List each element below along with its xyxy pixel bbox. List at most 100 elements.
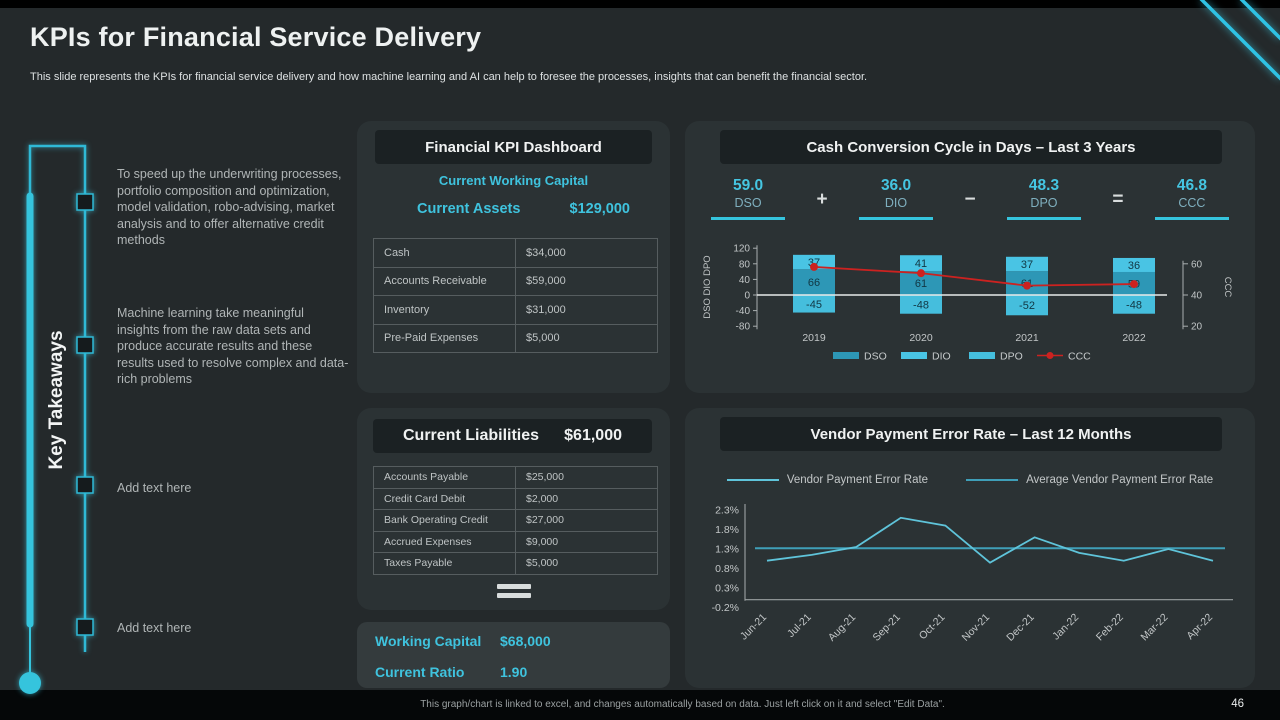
- timeline-bracket-line: [28, 144, 87, 652]
- current-assets-table: Cash $34,000 Accounts Receivable $59,000…: [373, 238, 658, 353]
- corner-diagonal-decoration: [1199, 0, 1280, 81]
- legend-label: Average Vendor Payment Error Rate: [1026, 474, 1214, 486]
- equals-operator: =: [1112, 189, 1124, 210]
- table-row: Pre-Paid Expenses $5,000: [373, 323, 658, 353]
- current-assets-label: Current Assets: [417, 201, 521, 217]
- svg-text:80: 80: [739, 259, 751, 270]
- svg-text:Dec-21: Dec-21: [1004, 611, 1037, 644]
- table-row: Accounts Payable $25,000: [373, 466, 658, 489]
- svg-text:DPO: DPO: [1000, 351, 1023, 363]
- row-value: $31,000: [515, 295, 658, 325]
- svg-text:41: 41: [915, 258, 927, 270]
- table-row: Cash $34,000: [373, 238, 658, 268]
- takeaway-placeholder[interactable]: Add text here: [117, 481, 192, 495]
- metric-dso: 59.0 DSO: [698, 177, 798, 220]
- legend-item: Average Vendor Payment Error Rate: [966, 474, 1213, 486]
- table-row: Inventory $31,000: [373, 295, 658, 325]
- svg-text:Jul-21: Jul-21: [785, 611, 814, 640]
- svg-text:Aug-21: Aug-21: [826, 611, 859, 644]
- svg-text:2.3%: 2.3%: [715, 505, 739, 517]
- plus-operator: +: [816, 189, 828, 210]
- svg-text:0.8%: 0.8%: [715, 563, 739, 575]
- svg-text:120: 120: [733, 244, 750, 255]
- current-liabilities-total: $61,000: [564, 427, 622, 444]
- row-value: $2,000: [515, 487, 658, 510]
- ccc-chart[interactable]: 120 80 40 0 -40 -80 DSO DIO DPO 66 37 -45 2019 61 41…: [697, 235, 1242, 385]
- svg-text:DSO: DSO: [864, 351, 887, 363]
- legend-line-swatch-icon: [726, 479, 779, 481]
- table-row: Credit Card Debit $2,000: [373, 487, 658, 510]
- footer-note: This graph/chart is linked to excel, and…: [420, 699, 945, 710]
- row-label: Accounts Payable: [373, 466, 516, 489]
- svg-text:40: 40: [1191, 291, 1203, 302]
- svg-text:0.3%: 0.3%: [715, 583, 739, 595]
- svg-text:-48: -48: [1126, 299, 1142, 311]
- svg-text:CCC: CCC: [1222, 277, 1233, 298]
- equals-icon: [496, 584, 531, 602]
- svg-text:Jun-21: Jun-21: [738, 611, 769, 642]
- svg-text:36: 36: [1128, 260, 1140, 272]
- current-ratio-value: 1.90: [500, 664, 528, 680]
- metric-dpo: 48.3 DPO: [994, 177, 1094, 220]
- svg-text:Sep-21: Sep-21: [870, 611, 903, 644]
- metric-underline: [711, 217, 786, 220]
- svg-text:61: 61: [915, 278, 927, 290]
- current-liabilities-table: Accounts Payable $25,000 Credit Card Deb…: [373, 466, 658, 575]
- svg-text:-40: -40: [736, 306, 751, 317]
- table-row: Accrued Expenses $9,000: [373, 530, 658, 553]
- svg-text:2020: 2020: [909, 332, 933, 344]
- row-label: Pre-Paid Expenses: [373, 323, 516, 353]
- ccc-formula-row: 59.0 DSO + 36.0 DIO − 48.3 DPO = 46.8 CC…: [685, 177, 1255, 220]
- svg-text:66: 66: [808, 277, 820, 289]
- top-black-bar: [0, 0, 1280, 8]
- vendor-chart-legend: Vendor Payment Error Rate Average Vendor …: [685, 474, 1255, 486]
- svg-text:Jan-22: Jan-22: [1050, 611, 1081, 642]
- working-capital-summary: Working Capital $68,000 Current Ratio 1.…: [357, 622, 670, 688]
- takeaway-item: To speed up the underwriting processes, …: [117, 167, 342, 247]
- takeaway-placeholder[interactable]: Add text here: [117, 621, 192, 635]
- takeaways-timeline-decoration: [19, 144, 94, 694]
- svg-text:DIO: DIO: [932, 351, 951, 363]
- panel-title: Financial KPI Dashboard: [375, 130, 652, 164]
- svg-text:DSO DIO DPO: DSO DIO DPO: [702, 255, 713, 318]
- timeline-end-dot-icon: [19, 672, 41, 694]
- working-capital-value: $68,000: [500, 633, 551, 649]
- timeline-node-icon: [76, 193, 94, 211]
- svg-text:Oct-21: Oct-21: [917, 611, 948, 642]
- row-value: $59,000: [515, 266, 658, 296]
- legend-label: Vendor Payment Error Rate: [786, 474, 929, 486]
- metric-dio: 36.0 DIO: [846, 177, 946, 220]
- working-capital-label: Working Capital: [375, 633, 482, 649]
- svg-text:Feb-22: Feb-22: [1094, 611, 1126, 643]
- row-value: $27,000: [515, 509, 658, 532]
- row-value: $25,000: [515, 466, 658, 489]
- svg-text:1.8%: 1.8%: [715, 524, 739, 536]
- row-value: $5,000: [515, 323, 658, 353]
- current-assets-total: $129,000: [569, 201, 630, 217]
- row-label: Cash: [373, 238, 516, 268]
- svg-text:0: 0: [744, 291, 750, 302]
- timeline-node-icon: [76, 476, 94, 494]
- svg-text:-80: -80: [736, 322, 751, 333]
- legend-line-swatch-icon: [966, 479, 1019, 481]
- svg-text:40: 40: [739, 275, 751, 286]
- row-label: Bank Operating Credit: [373, 509, 516, 532]
- vendor-error-rate-chart[interactable]: 2.3% 1.8% 1.3% 0.8% 0.3% -0.2% Jun-21 Jul-21 Aug…: [695, 494, 1247, 684]
- current-liabilities-label: Current Liabilities: [403, 427, 540, 444]
- table-row: Taxes Payable $5,000: [373, 552, 658, 575]
- metric-underline: [1154, 217, 1229, 220]
- panel-title: Vendor Payment Error Rate – Last 12 Mont…: [720, 417, 1222, 451]
- current-working-capital-label: Current Working Capital: [438, 173, 589, 188]
- current-liabilities-panel: Current Liabilities $61,000 Accounts Pay…: [357, 408, 670, 610]
- svg-text:37: 37: [1021, 259, 1033, 271]
- svg-text:Nov-21: Nov-21: [960, 611, 993, 644]
- svg-text:20: 20: [1191, 322, 1203, 333]
- bottom-black-bar: [0, 690, 1280, 720]
- svg-text:-0.2%: -0.2%: [712, 602, 739, 614]
- row-label: Accrued Expenses: [373, 530, 516, 553]
- legend-item: Vendor Payment Error Rate: [726, 474, 929, 486]
- current-ratio-label: Current Ratio: [375, 664, 465, 680]
- vendor-error-rate-panel: Vendor Payment Error Rate – Last 12 Mont…: [685, 408, 1255, 688]
- row-label: Accounts Receivable: [373, 266, 516, 296]
- timeline-node-icon: [76, 618, 94, 636]
